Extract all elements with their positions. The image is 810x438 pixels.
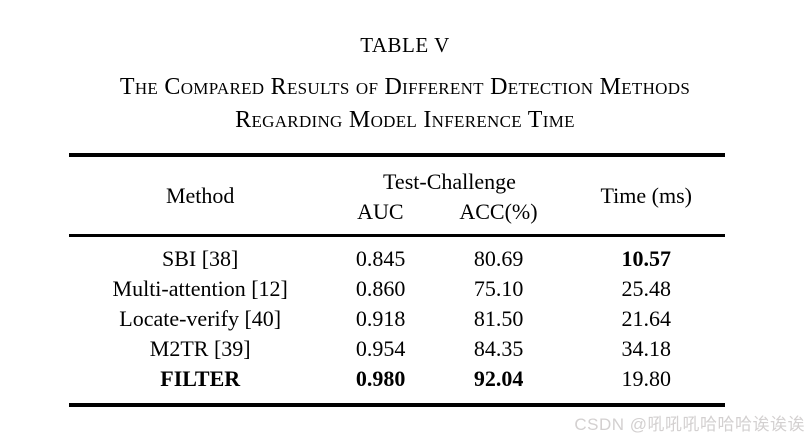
cell-method: Multi-attention [12] [112,276,288,301]
table-caption: The Compared Results of Different Detect… [0,71,810,137]
table-number-title: TABLE V [360,33,450,57]
results-table: Method Test-Challenge AUC ACC(%) Time (m… [69,153,725,407]
caption-line-2: Regarding Model Inference Time [235,107,575,133]
cell-time: 34.18 [621,336,672,361]
cell-time: 19.80 [621,366,672,391]
cell-method: SBI [38] [162,246,239,271]
table-row: SBI [38] 0.845 80.69 10.57 [69,244,725,274]
cell-auc: 0.860 [355,276,406,301]
cell-auc: 0.918 [355,306,406,331]
column-group-test-challenge: Test-Challenge AUC ACC(%) [331,157,567,234]
table-body: SBI [38] 0.845 80.69 10.57 Multi-attention [… [69,237,725,403]
csdn-watermark: CSDN @吼吼吼哈哈哈诶诶诶 [574,415,805,434]
cell-acc: 92.04 [473,366,524,391]
cell-method: M2TR [39] [149,336,251,361]
cell-acc: 84.35 [473,336,524,361]
cell-method: FILTER [160,366,241,391]
cell-method: Locate-verify [40] [119,306,282,331]
cell-auc: 0.954 [355,336,406,361]
column-header-auc: AUC [357,198,404,224]
cell-acc: 80.69 [473,246,524,271]
cell-time: 10.57 [621,246,672,271]
table-row: M2TR [39] 0.954 84.35 34.18 [69,334,725,364]
table-header-row: Method Test-Challenge AUC ACC(%) Time (m… [69,157,725,234]
caption-line-1: The Compared Results of Different Detect… [119,74,691,100]
column-header-acc: ACC(%) [459,198,538,224]
sub-header-row: AUC ACC(%) [331,197,567,229]
group-header-label: Test-Challenge [383,168,516,194]
table-bottom-rule [69,403,725,407]
table-row: Locate-verify [40] 0.918 81.50 21.64 [69,304,725,334]
cell-auc: 0.845 [355,246,406,271]
column-header-time: Time (ms) [600,182,692,208]
table-header-rule [69,234,725,237]
cell-auc: 0.980 [355,366,406,391]
table-row: FILTER 0.980 92.04 19.80 [69,364,725,394]
table-top-rule [69,153,725,157]
cell-time: 25.48 [621,276,672,301]
table-row: Multi-attention [12] 0.860 75.10 25.48 [69,274,725,304]
cell-time: 21.64 [621,306,672,331]
cell-acc: 81.50 [473,306,524,331]
column-header-method: Method [165,182,235,208]
cell-acc: 75.10 [473,276,524,301]
